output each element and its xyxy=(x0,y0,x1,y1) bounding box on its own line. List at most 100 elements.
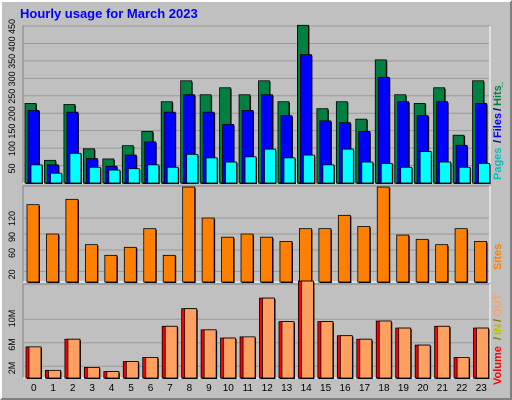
volume-out-bar xyxy=(223,337,236,379)
volume-out-bar xyxy=(417,344,431,379)
legend-in: IN xyxy=(492,324,504,335)
legend-in-wrap: IN xyxy=(492,324,504,335)
x-tick-label: 10 xyxy=(223,383,235,394)
sites-bar xyxy=(260,236,273,283)
legend-sep-4-wrap: / xyxy=(492,319,504,322)
pages-bar xyxy=(283,157,296,184)
pages-bar xyxy=(30,164,43,184)
sites-bar xyxy=(415,238,429,283)
legend-volume: Volume xyxy=(492,346,504,385)
x-tick-label: 4 xyxy=(109,383,115,394)
x-tick-label: 23 xyxy=(476,383,488,394)
sites-bar xyxy=(376,186,390,283)
x-tick-label: 8 xyxy=(187,383,193,394)
vol-y-tick-label: 6M xyxy=(7,338,17,351)
volume-out-bar xyxy=(398,327,412,379)
sites-panel: 20 60 90 120 xyxy=(7,185,491,283)
pages-bar xyxy=(166,166,179,184)
x-tick-label: 20 xyxy=(417,383,429,394)
legend-volume-wrap: Volume xyxy=(492,346,504,385)
x-tick-label: 9 xyxy=(206,383,212,394)
volume-out-bar xyxy=(437,325,451,379)
vol-y-tick-label: 10M xyxy=(7,310,17,328)
pages-bar xyxy=(50,172,62,184)
vol-y-tick-label: 2M xyxy=(7,362,17,375)
volume-out-bar xyxy=(339,335,353,379)
pages-bar xyxy=(205,157,218,184)
volume-out-bar xyxy=(86,367,100,379)
pages-bar xyxy=(400,166,413,184)
legend-sep-2-wrap: / xyxy=(492,108,504,111)
pages-bar xyxy=(264,148,276,184)
pages-bar xyxy=(127,168,140,184)
sites-y-tick-label: 60 xyxy=(7,248,17,258)
pages-bar xyxy=(303,154,315,184)
hfp-plot-area xyxy=(23,26,490,183)
legend-pages: Pages xyxy=(492,148,504,180)
legend-files: Files xyxy=(492,113,504,138)
hfp-y-tick-label: 300 xyxy=(7,71,17,86)
sites-bar xyxy=(435,244,449,283)
volume-out-bar xyxy=(262,297,275,379)
volume-out-bar xyxy=(242,336,256,379)
hfp-y-tick-label: 100 xyxy=(7,141,17,156)
hfp-y-tick-label: 250 xyxy=(7,89,17,104)
volume-out-bar xyxy=(28,346,42,379)
legend-sep-3-wrap: / xyxy=(492,337,504,340)
legend-sep-4: / xyxy=(492,319,504,322)
x-tick-label: 12 xyxy=(262,383,274,394)
volume-out-bar xyxy=(476,327,489,379)
hfp-y-tick-label: 400 xyxy=(7,36,17,51)
pages-bar xyxy=(186,153,199,184)
hfp-y-tick-label: 200 xyxy=(7,106,17,121)
sites-bar xyxy=(123,246,137,283)
legend-sep-1-wrap: / xyxy=(492,140,504,143)
sites-bar xyxy=(162,254,176,283)
legend-trail-wrap: _ xyxy=(492,81,504,89)
pages-bar xyxy=(108,169,121,184)
sites-bar xyxy=(201,217,215,283)
hits-files-pages-panel: 50 100 150 200 250 300 350 400 450 xyxy=(7,19,491,185)
legend-hits-files-pages: Pages xyxy=(492,148,504,180)
vol-plot-area xyxy=(23,284,490,378)
x-tick-label: 17 xyxy=(359,383,371,394)
x-tick-label: 0 xyxy=(31,383,37,394)
sites-bar xyxy=(474,241,487,283)
x-tick-label: 1 xyxy=(50,383,56,394)
volume-out-bar xyxy=(67,338,81,379)
x-tick-label: 3 xyxy=(89,383,95,394)
sites-bar xyxy=(318,228,332,283)
x-tick-label: 2 xyxy=(70,383,76,394)
legend-hits-wrap: Hits xyxy=(492,85,504,106)
x-tick-label: 21 xyxy=(437,383,449,394)
sites-bar xyxy=(46,233,59,283)
sites-bar xyxy=(182,186,196,283)
pages-bar xyxy=(322,164,335,184)
x-tick-label: 16 xyxy=(340,383,352,394)
legend-sites: Sites xyxy=(492,244,504,270)
x-tick-label: 5 xyxy=(128,383,134,394)
sites-bar xyxy=(396,234,410,283)
pages-bar xyxy=(380,163,393,184)
pages-bar xyxy=(244,156,257,184)
volume-out-bar xyxy=(145,357,159,379)
sites-bar xyxy=(84,244,98,283)
x-axis: 0 1 2 3 4 5 6 7 8 9 10 11 12 13 14 15 16 17 18 19 20 21 22 23 xyxy=(31,383,487,394)
legend-sep-1: / xyxy=(492,140,504,143)
sites-bar xyxy=(104,254,118,283)
pages-bar xyxy=(225,161,237,184)
hfp-y-tick-label: 150 xyxy=(7,124,17,139)
pages-bar xyxy=(458,166,471,184)
legend-out-wrap: OUT xyxy=(492,294,504,318)
legend-sep-3: / xyxy=(492,337,504,340)
volume-out-bar xyxy=(106,371,120,379)
legend-trail: _ xyxy=(492,81,504,89)
x-tick-label: 6 xyxy=(148,383,154,394)
x-tick-label: 7 xyxy=(167,383,173,394)
pages-bar xyxy=(341,148,354,184)
x-tick-label: 15 xyxy=(320,383,332,394)
x-tick-label: 14 xyxy=(301,383,313,394)
volume-out-bar xyxy=(301,280,314,379)
x-tick-label: 13 xyxy=(281,383,293,394)
